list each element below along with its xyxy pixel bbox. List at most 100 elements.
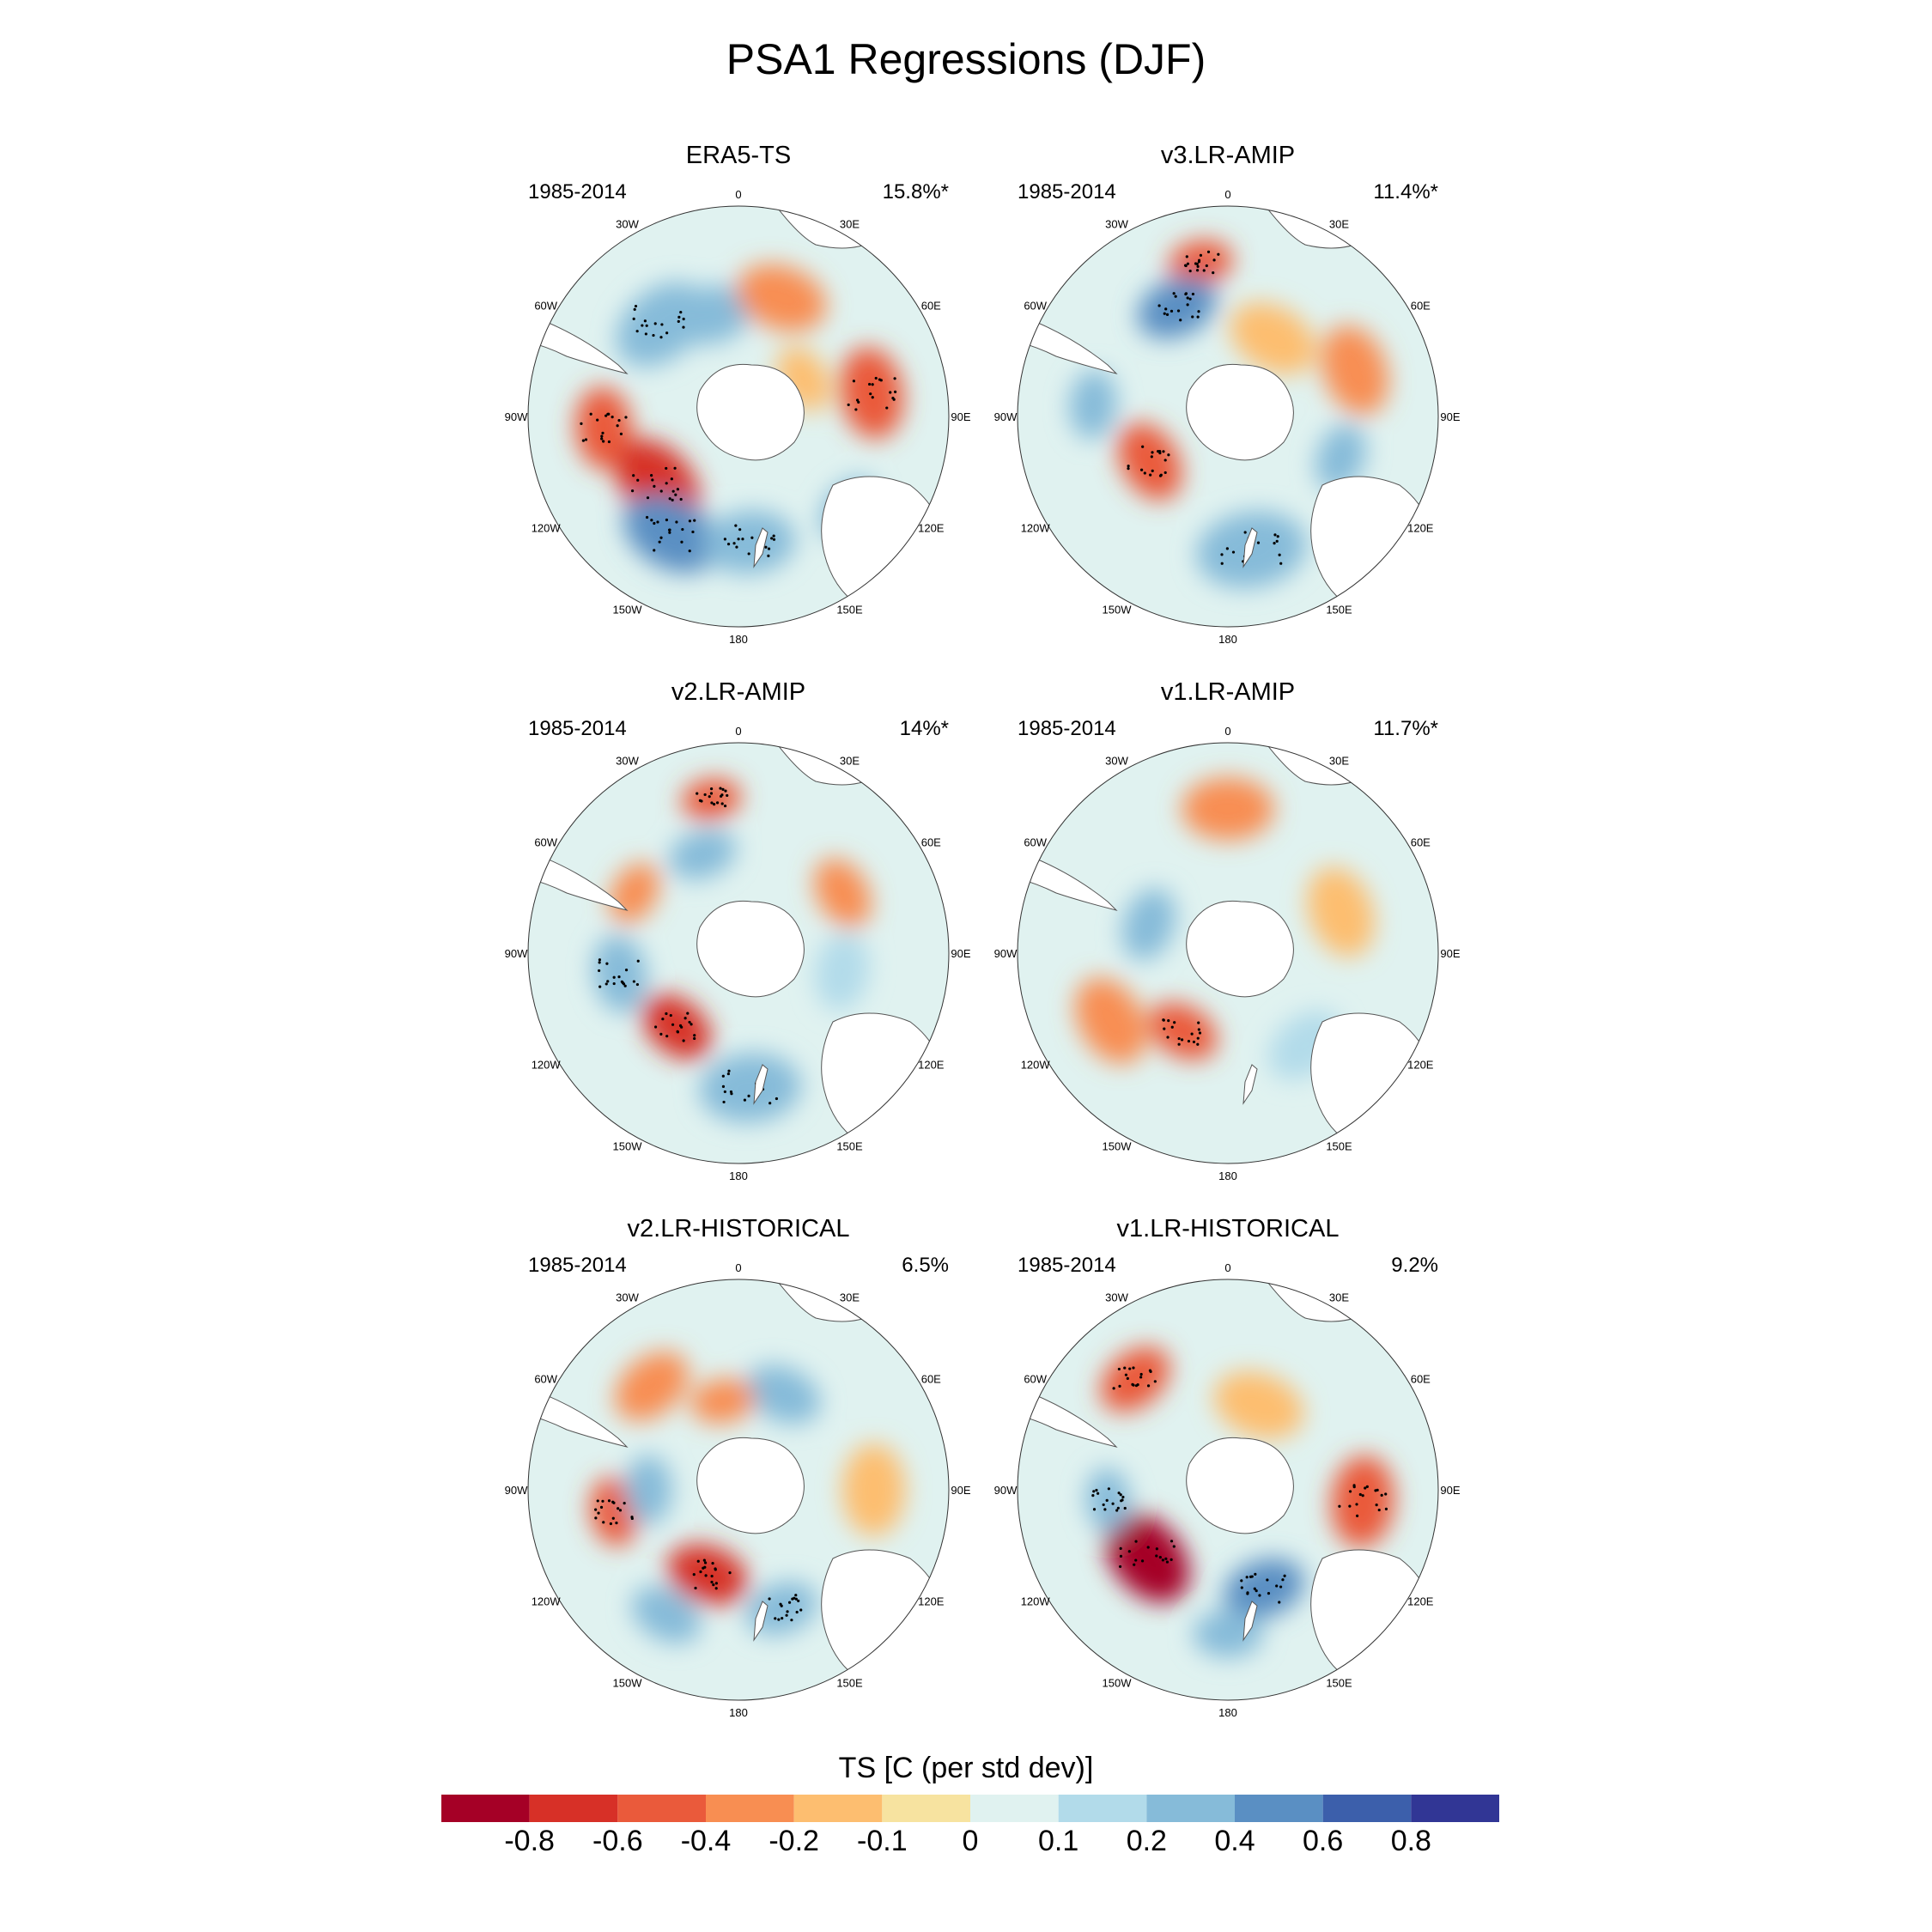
- significance-dot: [635, 305, 637, 307]
- map-panel: 0 30E 60E 90E 120E 150E 180 150W 120W 90W 60W 30W ER…: [481, 142, 996, 623]
- significance-dot: [704, 793, 707, 796]
- colorbar-swatch: [1323, 1795, 1412, 1822]
- longitude-label: 0: [1224, 1261, 1230, 1274]
- colorbar-swatch: [1059, 1795, 1147, 1822]
- significance-dot: [1273, 542, 1275, 544]
- colorbar-swatch: [617, 1795, 706, 1822]
- significance-dot: [737, 538, 739, 540]
- panel-variance-percent: 15.8%*: [883, 180, 949, 204]
- longitude-label: 90E: [951, 410, 970, 423]
- significance-dot: [598, 986, 601, 988]
- significance-dot: [856, 398, 859, 401]
- longitude-label: 30E: [840, 218, 860, 231]
- panel-title: v2.LR-AMIP: [481, 678, 996, 707]
- significance-dot: [1108, 1487, 1110, 1490]
- significance-dot: [1352, 1484, 1355, 1486]
- significance-dot: [602, 1521, 605, 1523]
- significance-dot: [722, 1101, 725, 1103]
- significance-dot: [689, 550, 691, 552]
- longitude-label: 150W: [1103, 1676, 1133, 1689]
- colorbar-swatch: [882, 1795, 970, 1822]
- significance-dot: [670, 1014, 672, 1017]
- significance-dot: [1147, 1384, 1150, 1387]
- significance-dot: [703, 1559, 706, 1562]
- colorbar-swatch: [530, 1795, 618, 1822]
- significance-dot: [636, 479, 639, 482]
- significance-dot: [611, 1501, 614, 1504]
- polar-map: 0 30E 60E 90E 120E 150E 180 150W 120W 90W 60W 30W: [970, 678, 1485, 1194]
- significance-dot: [608, 440, 611, 443]
- significance-dot: [1140, 1373, 1143, 1376]
- significance-dot: [665, 467, 667, 470]
- colorbar-title: TS [C (per std dev)]: [0, 1752, 1932, 1785]
- significance-dot: [1185, 292, 1188, 295]
- colorbar-tick: -0.8: [504, 1825, 555, 1858]
- significance-dot: [661, 1018, 664, 1020]
- significance-dot: [1124, 1507, 1127, 1510]
- significance-dot: [726, 794, 728, 797]
- longitude-label: 120E: [918, 1059, 945, 1072]
- significance-dot: [1279, 554, 1281, 556]
- longitude-label: 120E: [1407, 1059, 1434, 1072]
- significance-dot: [602, 440, 605, 442]
- significance-dot: [644, 319, 647, 322]
- significance-dot: [636, 330, 639, 332]
- significance-dot: [693, 1573, 696, 1576]
- longitude-label: 180: [1218, 633, 1237, 646]
- significance-dot: [722, 1085, 725, 1088]
- significance-dot: [724, 1091, 726, 1093]
- longitude-label: 120W: [1021, 1059, 1051, 1072]
- significance-dot: [645, 332, 647, 335]
- longitude-label: 180: [729, 633, 748, 646]
- significance-dot: [1212, 271, 1214, 274]
- significance-dot: [668, 532, 671, 534]
- significance-dot: [788, 1601, 791, 1604]
- significance-dot: [1175, 295, 1177, 298]
- significance-dot: [769, 1102, 771, 1104]
- significance-dot: [665, 1035, 668, 1037]
- significance-dot: [777, 1619, 780, 1621]
- significance-dot: [1149, 474, 1151, 477]
- longitude-label: 150E: [836, 1139, 863, 1152]
- significance-dot: [1170, 310, 1173, 313]
- significance-dot: [1157, 450, 1159, 453]
- significance-dot: [794, 1594, 797, 1596]
- significance-dot: [693, 1037, 696, 1040]
- longitude-label: 120E: [1407, 1595, 1434, 1608]
- significance-dot: [710, 792, 713, 794]
- significance-dot: [1385, 1508, 1388, 1510]
- significance-dot: [611, 416, 614, 418]
- significance-dot: [872, 383, 874, 386]
- significance-dot: [773, 538, 775, 541]
- significance-dot: [710, 787, 713, 790]
- significance-dot: [652, 334, 654, 337]
- significance-dot: [848, 404, 850, 406]
- longitude-label: 150W: [613, 603, 643, 616]
- significance-dot: [677, 316, 680, 319]
- significance-dot: [721, 802, 724, 805]
- colorbar-swatch: [1146, 1795, 1235, 1822]
- figure-title: PSA1 Regressions (DJF): [0, 34, 1932, 84]
- significance-dot: [699, 799, 702, 802]
- significance-dot: [785, 1614, 787, 1617]
- significance-dot: [1185, 264, 1188, 267]
- longitude-label: 90W: [994, 947, 1018, 960]
- significance-dot: [1281, 1578, 1284, 1581]
- significance-dot: [671, 477, 673, 480]
- significance-dot: [659, 537, 662, 539]
- significance-dot: [601, 432, 604, 434]
- significance-dot: [1181, 1038, 1183, 1041]
- significance-dot: [682, 326, 684, 329]
- significance-dot: [750, 537, 753, 539]
- significance-dot: [1197, 1021, 1200, 1024]
- colorbar-swatch: [794, 1795, 883, 1822]
- significance-dot: [1188, 1040, 1190, 1042]
- longitude-label: 60W: [1024, 836, 1047, 849]
- significance-dot: [1267, 1592, 1270, 1595]
- significance-dot: [1128, 1550, 1131, 1552]
- map-panel: 0 30E 60E 90E 120E 150E 180 150W 120W 90W 60W 30W v3…: [970, 142, 1485, 623]
- significance-dot: [1134, 1540, 1137, 1543]
- significance-dot: [699, 1571, 702, 1573]
- significance-dot: [721, 788, 724, 791]
- longitude-label: 30W: [616, 218, 639, 231]
